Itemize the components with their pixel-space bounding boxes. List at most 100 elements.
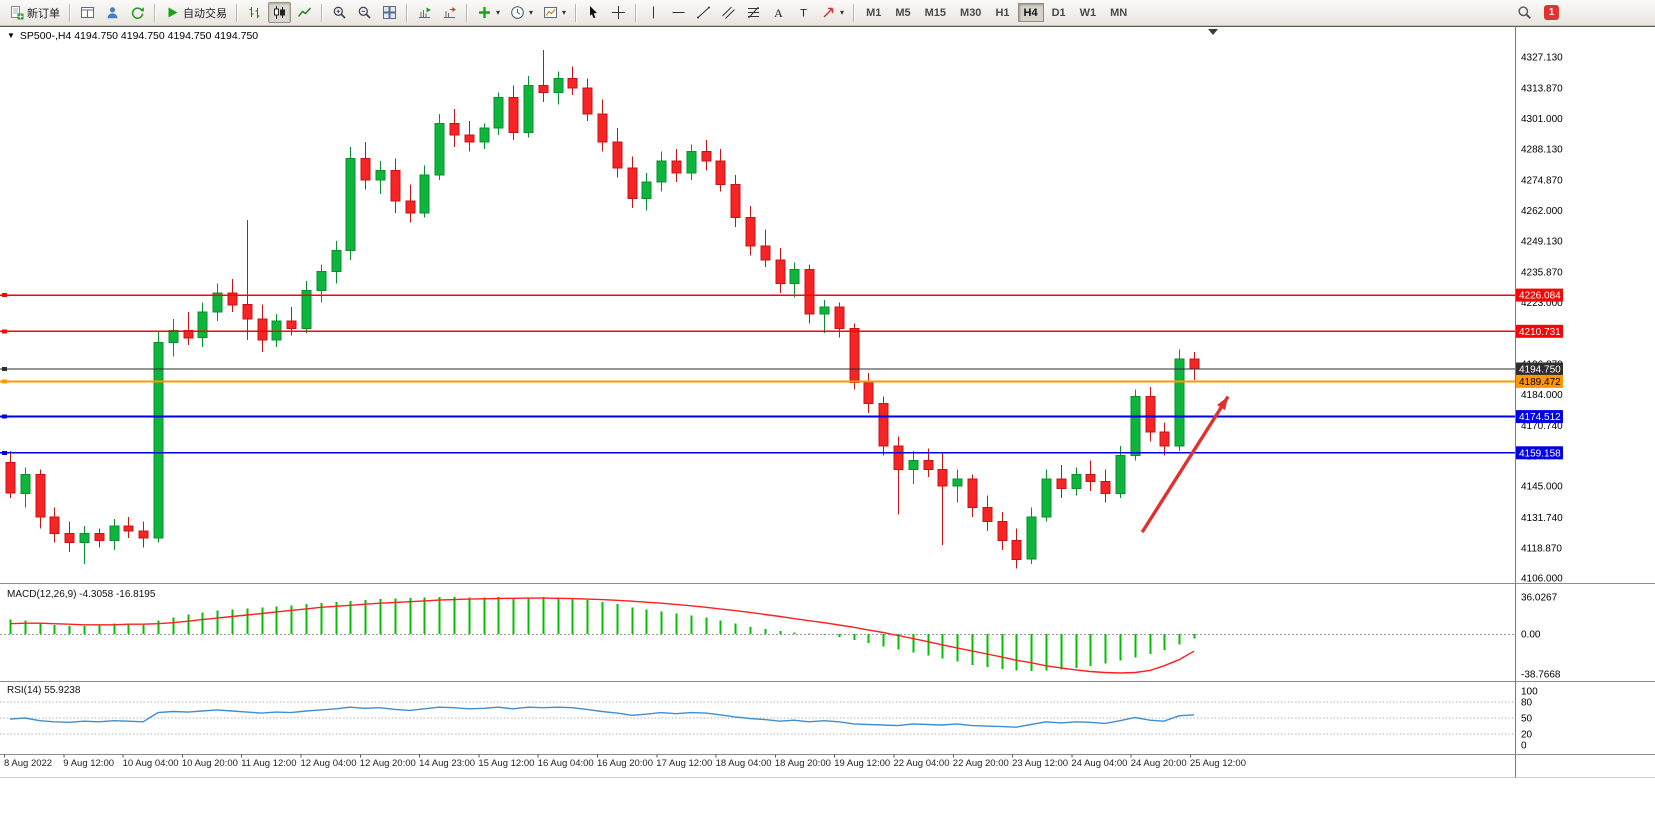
toolbar-separator (853, 3, 856, 22)
svg-text:15 Aug 12:00: 15 Aug 12:00 (478, 758, 534, 769)
svg-text:18 Aug 20:00: 18 Aug 20:00 (775, 758, 831, 769)
tf-m30-label: M30 (960, 6, 982, 19)
tf-h4[interactable]: H4 (1017, 3, 1044, 22)
hline-resistance-2[interactable] (0, 329, 1515, 334)
price-badge-current-price: 4194.750 (1516, 362, 1563, 376)
tf-w1-label: W1 (1079, 6, 1097, 19)
templates-icon (543, 5, 558, 20)
macd-indicator-label[interactable]: MACD(12,26,9) -4.3058 -16.8195 (7, 589, 156, 600)
candlestick-chart-button[interactable] (268, 2, 291, 23)
zoom-in-button[interactable] (328, 2, 351, 23)
svg-text:4223.000: 4223.000 (1521, 298, 1563, 309)
svg-text:80: 80 (1521, 697, 1533, 708)
tf-m15[interactable]: M15 (919, 3, 952, 22)
linechart-icon (297, 5, 312, 20)
tf-m5-label: M5 (895, 6, 911, 19)
svg-text:4131.740: 4131.740 (1521, 513, 1563, 524)
svg-text:36.0267: 36.0267 (1521, 593, 1558, 604)
charts-window-button[interactable] (76, 2, 99, 23)
tf-m1[interactable]: M1 (860, 3, 887, 22)
text-button[interactable]: A (767, 2, 790, 23)
cursor-button[interactable] (582, 2, 605, 23)
svg-text:17 Aug 12:00: 17 Aug 12:00 (656, 758, 712, 769)
fibonacci-button[interactable] (742, 2, 765, 23)
hline-resistance-1[interactable] (0, 293, 1515, 298)
indicators-button[interactable]: ▾ (473, 2, 504, 23)
crosshair-icon (611, 5, 626, 20)
trendline-button[interactable] (692, 2, 715, 23)
tf-w1[interactable]: W1 (1074, 3, 1103, 22)
templates-button[interactable]: ▾ (539, 2, 570, 23)
line-chart-button[interactable] (293, 2, 316, 23)
tf-h1[interactable]: H1 (989, 3, 1015, 22)
refresh-button[interactable] (126, 2, 149, 23)
zoom-out-icon (357, 5, 372, 20)
zoom-out-button[interactable] (353, 2, 376, 23)
hline-support-1[interactable] (0, 414, 1515, 419)
tf-h4-label: H4 (1023, 6, 1038, 19)
tf-m30[interactable]: M30 (954, 3, 987, 22)
chart-shift-marker[interactable] (1208, 29, 1218, 35)
svg-text:4106.000: 4106.000 (1521, 574, 1563, 585)
trend-arrow[interactable] (1140, 395, 1230, 534)
toolbar-separator (236, 3, 238, 22)
svg-text:16 Aug 04:00: 16 Aug 04:00 (538, 758, 594, 769)
toolbar-separator (406, 3, 408, 22)
trendline-icon (696, 5, 711, 20)
caret-down-icon: ▾ (840, 7, 845, 17)
price-badge-resistance-2: 4210.731 (1516, 324, 1563, 338)
hline-current-price[interactable] (0, 367, 1515, 371)
market-watch-button[interactable] (101, 2, 124, 23)
hline-pivot-orange[interactable] (0, 379, 1515, 384)
toolbar-separator (69, 3, 71, 22)
notification-badge[interactable]: 1 (1544, 5, 1559, 20)
svg-text:4184.000: 4184.000 (1521, 390, 1563, 401)
horizontal-line-button[interactable] (667, 2, 690, 23)
svg-text:4262.000: 4262.000 (1521, 206, 1563, 217)
tf-d1[interactable]: D1 (1046, 3, 1072, 22)
channel-button[interactable] (717, 2, 740, 23)
svg-text:22 Aug 20:00: 22 Aug 20:00 (953, 758, 1009, 769)
price-badge-support-1: 4174.512 (1516, 410, 1563, 424)
tf-mn[interactable]: MN (1104, 3, 1133, 22)
price-axis[interactable]: 4327.130 4313.870 4301.000 4288.130 4274.870… (1521, 53, 1563, 585)
crosshair-button[interactable] (607, 2, 630, 23)
channel-icon (721, 5, 736, 20)
chart-window[interactable]: 4327.130 4313.870 4301.000 4288.130 4274.870… (0, 26, 1655, 819)
new-order-button[interactable]: 新订单 (5, 2, 64, 23)
ohlc-chart-button[interactable] (243, 2, 266, 23)
cursor-icon (586, 5, 601, 20)
hline-support-2[interactable] (0, 450, 1515, 455)
periods-button[interactable]: ▾ (506, 2, 537, 23)
symbol-ohlc-readout: SP500-,H4 4194.750 4194.750 4194.750 419… (19, 30, 259, 42)
vertical-line-button[interactable] (642, 2, 665, 23)
tile-windows-icon (382, 5, 397, 20)
tf-m5[interactable]: M5 (889, 3, 916, 22)
rsi-indicator-label[interactable]: RSI(14) 55.9238 (7, 685, 81, 696)
toolbar-separator (466, 3, 468, 22)
label-button[interactable]: T (792, 2, 815, 23)
autotrade-button[interactable]: 自动交易 (161, 2, 231, 23)
search-button[interactable] (1513, 2, 1536, 23)
market-watch-icon (105, 5, 120, 20)
auto-scroll-button[interactable] (413, 2, 436, 23)
autotrade-icon (165, 5, 180, 20)
svg-text:4274.870: 4274.870 (1521, 176, 1563, 187)
chart-header: ▼ SP500-,H4 4194.750 4194.750 4194.750 4… (7, 30, 258, 42)
toolbar-separator (575, 3, 578, 22)
tile-windows-button[interactable] (378, 2, 401, 23)
auto-scroll-icon (417, 5, 432, 20)
svg-text:12 Aug 20:00: 12 Aug 20:00 (360, 758, 416, 769)
caret-down-icon: ▾ (529, 7, 534, 17)
chart-canvas[interactable]: 4327.130 4313.870 4301.000 4288.130 4274.870… (0, 26, 1655, 819)
one-click-trading-collapse-icon[interactable]: ▼ (7, 31, 15, 40)
macd-panel: 36.0267 0.00 -38.7668 (0, 593, 1561, 680)
chart-shift-button[interactable] (438, 2, 461, 23)
candles-icon (272, 5, 287, 20)
arrows-button[interactable]: ▾ (817, 2, 848, 23)
svg-text:4327.130: 4327.130 (1521, 53, 1563, 64)
time-axis[interactable]: 8 Aug 2022 9 Aug 12:00 10 Aug 04:00 10 Aug … (4, 754, 1246, 770)
search-icon (1517, 5, 1532, 20)
svg-text:A: A (774, 6, 783, 20)
svg-text:T: T (800, 8, 807, 20)
